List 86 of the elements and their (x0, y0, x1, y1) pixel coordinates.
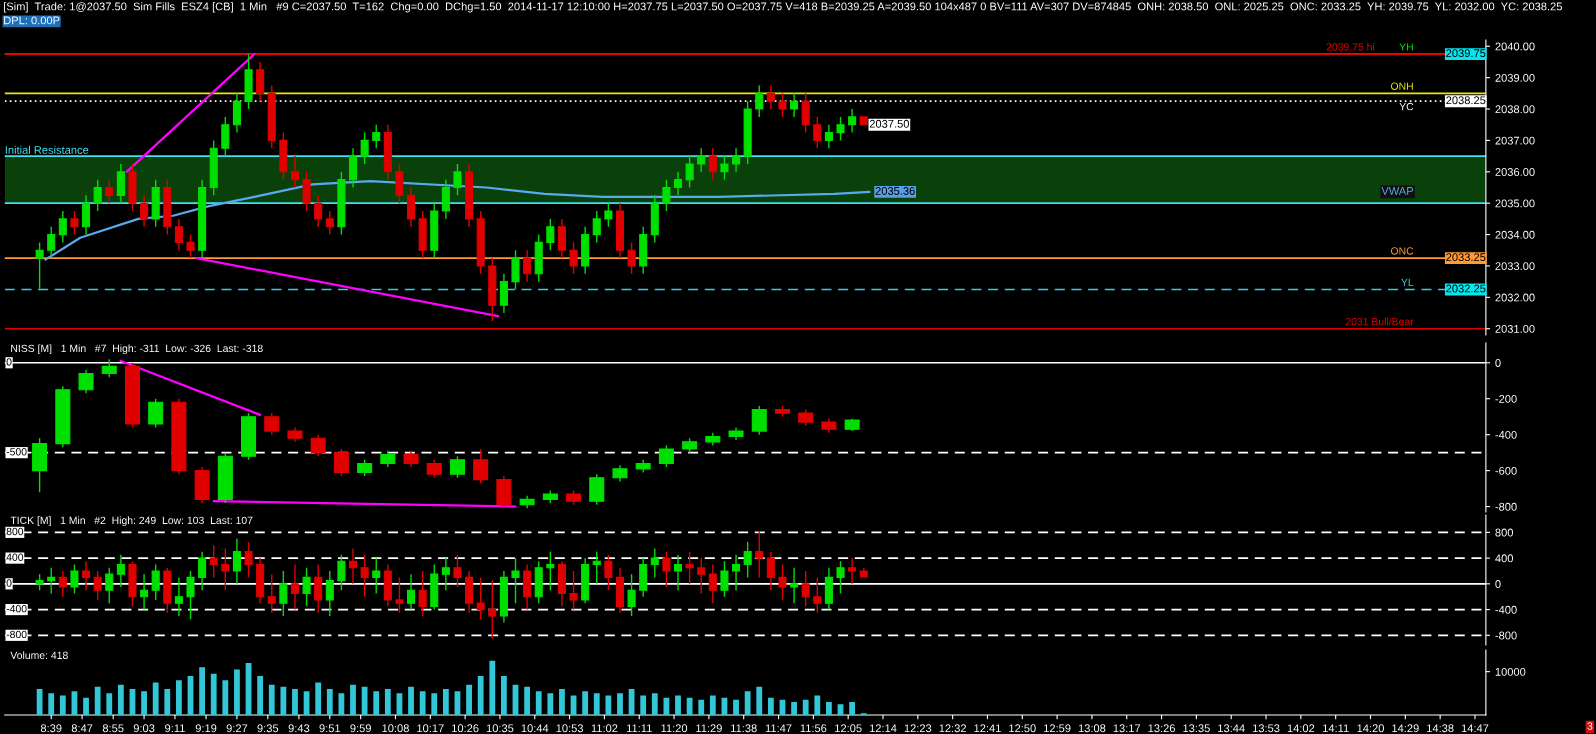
y-tick-label: 2036.00 (1495, 168, 1535, 176)
x-tick-label: 12:05 (835, 724, 862, 733)
x-tick-label: 14:29 (1392, 724, 1419, 733)
x-tick-label: 9:35 (257, 724, 279, 733)
x-tick-label: 8:47 (71, 724, 93, 733)
x-tick-label: 11:02 (591, 724, 618, 733)
chart-title: NISS [M] 1 Min #7 High: -311 Low: -326 Last: -318 (11, 344, 263, 355)
y-tick-label: 2034.00 (1495, 230, 1535, 239)
x-tick-label: 14:38 (1427, 724, 1454, 733)
annotation: 2039.75 (1446, 49, 1486, 58)
y-tick-label: 2040.00 (1495, 42, 1535, 51)
x-tick-label: 11:38 (731, 724, 757, 733)
x-tick-label: 12:32 (939, 724, 966, 733)
x-tick-label: 8:39 (40, 724, 62, 733)
x-tick-label: 11:56 (800, 724, 827, 733)
x-tick-label: 9:11 (165, 724, 185, 733)
y-tick-label: 2038.00 (1495, 105, 1535, 114)
ref-line-label: ONC (1391, 247, 1414, 255)
x-tick-label: 9:27 (226, 724, 248, 733)
x-tick-label: 12:41 (974, 724, 1001, 733)
y-tick-label: 2035.00 (1495, 199, 1535, 208)
x-tick-label: 10:35 (486, 724, 514, 733)
annotation: 2032.25 (1446, 284, 1486, 293)
x-tick-label: 14:20 (1357, 724, 1384, 733)
x-tick-label: 12:59 (1044, 724, 1071, 733)
chart-title: Volume: 418 (10, 651, 68, 659)
text: VWAP (1381, 187, 1414, 195)
x-tick-label: 12:14 (869, 724, 897, 733)
y-tick-label: 2039.00 (1495, 73, 1535, 82)
x-tick-label: 10:53 (556, 724, 584, 733)
chart-title: [Sim] Trade: 1@2037.50 Sim Fills ESZ4 [CB] 1 Min #9 C=2037.50 T=162 Chg=0.00 DChg=1.50 2014-11-17 12:10:00 H=2037.75 L=2037.50 O=2037.75 V=418 B=2039.25 A=2039.50 104x487 0 BV=111 AV=307 DV=874845 ONH: 2038.50 ONL: 2025.25 ONC: 2033.25 YH: 2039.75 YL: 2032.00 YC: 2038.25 (3, 2, 1562, 13)
annotation: 2038.25 (1446, 96, 1486, 105)
y-tick-label: -800 (6, 630, 27, 639)
y-tick-label: -400 (1495, 430, 1517, 439)
x-tick-label: 13:17 (1113, 724, 1141, 733)
annotation: 2037.50 (869, 119, 910, 128)
x-tick-label: 10:44 (521, 724, 549, 733)
x-tick-label: 11:20 (661, 724, 688, 733)
x-tick-label: 9:51 (319, 724, 341, 733)
y-tick-label: 0 (6, 579, 12, 587)
y-tick-label: 2033.00 (1495, 262, 1535, 271)
ref-line-label: 2031 Bull/Bear (1345, 317, 1414, 326)
x-tick-label: 13:08 (1078, 724, 1106, 733)
ref-line-label: 2039.75 hi (1326, 43, 1375, 51)
y-tick-label: 2032.00 (1495, 293, 1535, 302)
annotation: 2033.25 (1446, 253, 1486, 262)
x-tick-label: 14:02 (1287, 724, 1315, 733)
y-tick-label: 2037.00 (1495, 136, 1535, 145)
ref-line-label: YL (1401, 278, 1414, 286)
y-tick-label: 400 (6, 553, 24, 561)
x-tick-label: 10:26 (452, 724, 479, 733)
y-tick-label: -400 (6, 604, 27, 613)
y-tick-label: 10000 (1495, 667, 1526, 676)
y-tick-label: 800 (6, 527, 24, 536)
text: 3 (1587, 722, 1593, 730)
x-tick-label: 9:19 (195, 724, 217, 733)
chart-title: TICK [M] 1 Min #2 High: 249 Low: 103 Last: 107 (10, 516, 253, 527)
x-tick-label: 13:35 (1183, 724, 1210, 733)
y-tick-label: 2031.00 (1495, 324, 1535, 333)
x-tick-label: 11:47 (765, 724, 792, 733)
x-tick-label: 12:50 (1009, 724, 1036, 733)
x-tick-label: 12:23 (904, 724, 932, 733)
x-tick-label: 11:29 (696, 724, 722, 733)
x-tick-label: 10:08 (382, 724, 409, 733)
x-tick-label: 9:03 (133, 724, 155, 733)
ref-line-label: YC (1399, 102, 1414, 111)
x-tick-label: 11:11 (627, 724, 652, 733)
y-tick-label: -800 (1495, 502, 1517, 511)
ref-line-label: ONH (1391, 82, 1413, 90)
x-tick-label: 13:44 (1218, 724, 1245, 733)
ref-line-label: YH (1399, 43, 1413, 51)
x-tick-label: 8:55 (102, 724, 124, 733)
ref-line-label: -500 (6, 448, 27, 456)
x-tick-label: 9:43 (288, 724, 310, 733)
x-tick-label: 10:17 (417, 724, 444, 733)
band-label: Initial Resistance (5, 145, 89, 154)
y-tick-label: -600 (1495, 466, 1517, 475)
chart-subtitle: DPL: 0.00P (4, 16, 60, 25)
x-tick-label: 14:11 (1323, 724, 1349, 733)
annotation: 2035.36 (875, 187, 915, 195)
x-tick-label: 9:59 (350, 724, 371, 733)
x-tick-label: 13:26 (1148, 724, 1175, 733)
y-tick-label: -200 (1495, 394, 1517, 403)
y-tick-label: 0 (1495, 359, 1501, 367)
x-tick-label: 13:53 (1252, 724, 1280, 733)
x-tick-label: 14:47 (1461, 724, 1489, 733)
